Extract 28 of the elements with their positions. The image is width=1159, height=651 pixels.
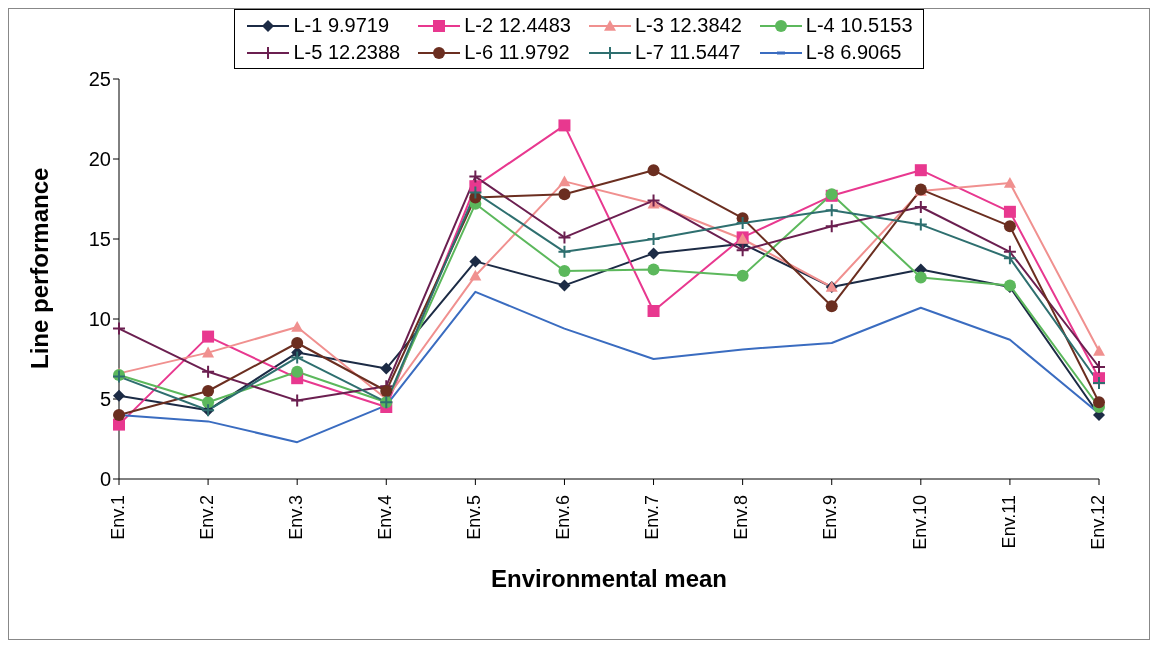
x-tick-label: Env.7 [642, 495, 663, 540]
x-tick-label: Env.10 [909, 495, 930, 550]
x-tick-label: Env.9 [820, 495, 841, 540]
x-tick-label: Env.3 [285, 495, 306, 540]
x-tick-label: Env.8 [731, 495, 752, 540]
legend-label: L-7 11.5447 [635, 41, 741, 64]
y-axis-title: Line performance [25, 167, 53, 369]
legend-label: L-4 10.5153 [805, 14, 913, 37]
legend-label: L-3 12.3842 [635, 14, 742, 37]
x-tick-label: Env.12 [1087, 495, 1108, 550]
legend-label: L-8 6.9065 [805, 41, 902, 64]
y-tick-label: 10 [88, 308, 111, 331]
legend-label: L-1 9.9719 [293, 14, 390, 37]
x-tick-label: Env.4 [375, 495, 396, 540]
y-tick-label: 0 [99, 468, 111, 491]
x-tick-label: Env.1 [107, 495, 128, 540]
x-tick-label: Env.11 [998, 495, 1019, 549]
y-tick-label: 20 [88, 148, 111, 171]
legend-label: L-5 12.2388 [293, 41, 401, 64]
legend-label: L-2 12.4483 [464, 14, 571, 37]
y-tick-label: 25 [88, 68, 111, 91]
y-tick-label: 15 [88, 228, 111, 251]
y-tick-label: 5 [99, 388, 111, 411]
x-tick-label: Env.2 [196, 495, 217, 540]
x-tick-label: Env.6 [553, 495, 574, 540]
legend-label: L-6 11.9792 [464, 41, 570, 64]
x-axis-title: Environmental mean [490, 565, 728, 592]
x-tick-label: Env.5 [464, 495, 485, 540]
